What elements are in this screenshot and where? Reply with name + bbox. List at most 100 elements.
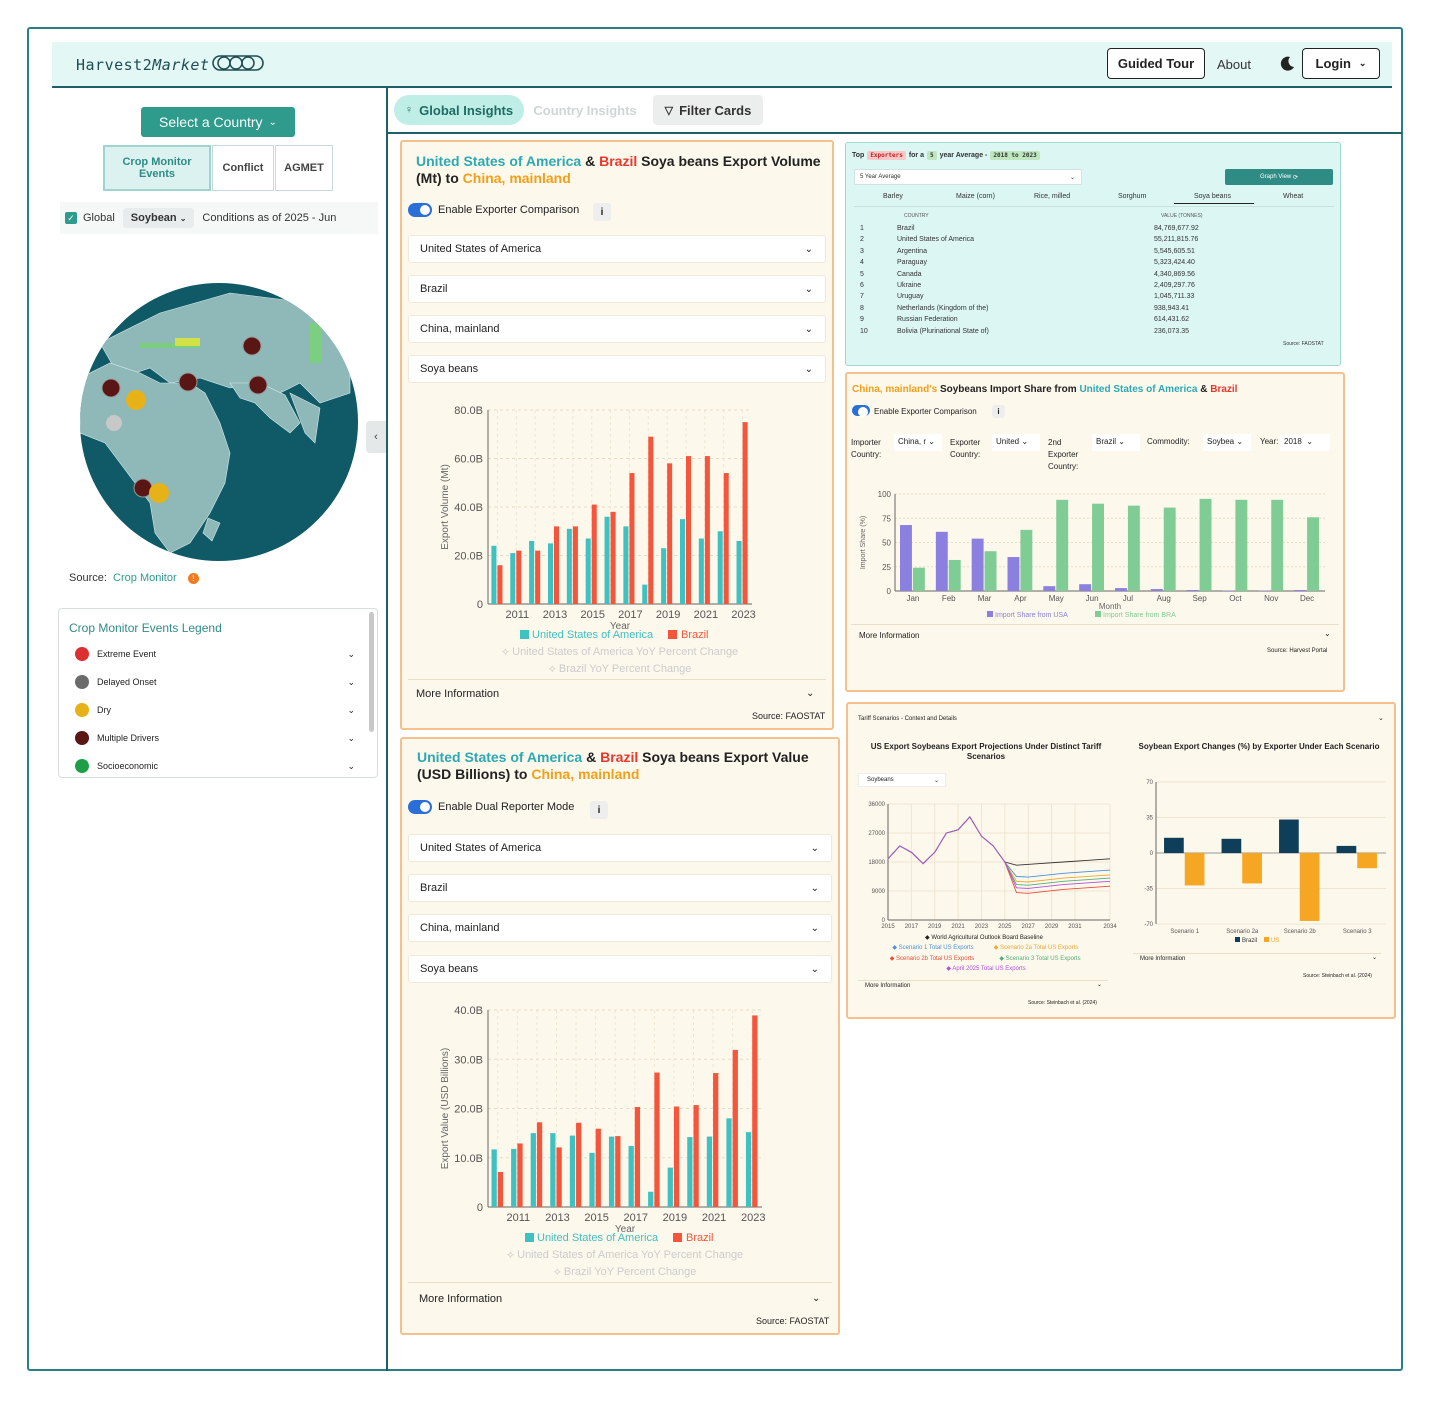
export-changes-chart[interactable]: 70 35 0 -35 -70 Scenario 1 Scenario 2a Scenario… <box>1128 774 1393 952</box>
legend-item-multiple-drivers[interactable]: Multiple Drivers ⌄ <box>75 731 355 745</box>
chevron-down-icon[interactable]: ⌄ <box>1324 629 1331 638</box>
second-exporter-label: 2nd Exporter Country: <box>1048 438 1079 471</box>
dark-mode-moon-icon[interactable] <box>1279 55 1295 71</box>
table-row[interactable]: 7 Uruguay 1,045,711.33 <box>860 293 1320 303</box>
crop-tab-rice[interactable]: Rice, milled <box>1034 193 1071 200</box>
bar <box>752 1015 758 1207</box>
more-information-toggle[interactable]: More Information <box>865 983 911 989</box>
projections-chart[interactable]: 0 9000 18000 27000 36000 2015 2017 2019 2021 2023… <box>848 792 1120 980</box>
about-link[interactable]: About <box>1217 57 1251 72</box>
info-icon[interactable]: i <box>593 203 611 221</box>
legend-item-delayed-onset[interactable]: Delayed Onset ⌄ <box>75 675 355 689</box>
collapse-sidebar-button[interactable]: ‹ <box>366 421 386 453</box>
exporter-comparison-toggle[interactable] <box>408 203 432 217</box>
tabs-divider <box>388 132 1402 134</box>
globe-map[interactable] <box>80 283 358 561</box>
second-exporter-select[interactable]: Brazil ⌄ <box>408 275 826 303</box>
table-row[interactable]: 1 Brazil 84,769,677.92 <box>860 225 1320 235</box>
exporter-select[interactable]: United ⌄ <box>992 434 1040 451</box>
login-button[interactable]: Login ⌄ <box>1302 48 1380 79</box>
exporter-select[interactable]: United States of America ⌄ <box>408 235 826 263</box>
commodity-select[interactable]: Soybeans ⌄ <box>858 773 946 787</box>
years-badge[interactable]: 5 <box>927 151 937 160</box>
global-checkbox[interactable]: ✓ <box>65 212 77 224</box>
legend-label: ◆ World Agricultural Outlook Board Basel… <box>925 935 1044 941</box>
chevron-down-icon[interactable]: ⌄ <box>1372 955 1378 961</box>
info-icon[interactable]: ! <box>187 573 199 584</box>
more-information-toggle[interactable]: More Information <box>419 1293 503 1305</box>
cell-value: 5,323,424.40 <box>1154 259 1195 267</box>
more-information-toggle[interactable]: More Information <box>1140 956 1186 962</box>
crop-monitor-link[interactable]: Crop Monitor <box>113 572 177 584</box>
table-row[interactable]: 2 United States of America 55,211,815.76 <box>860 236 1320 246</box>
app-logo[interactable]: Harvest2Market <box>76 56 210 74</box>
x-tick-label: 2025 <box>998 924 1012 930</box>
average-select[interactable]: 5 Year Average ⌄ <box>854 169 1082 185</box>
table-row[interactable]: 3 Argentina 5,545,605.51 <box>860 248 1320 258</box>
exporters-badge[interactable]: Exporters <box>867 151 906 160</box>
legend-item-dry[interactable]: Dry ⌄ <box>75 703 355 717</box>
importer-select[interactable]: China, mainland ⌄ <box>408 315 826 343</box>
reporter-select[interactable]: United States of America ⌄ <box>408 834 832 862</box>
table-row[interactable]: 4 Paraguay 5,323,424.40 <box>860 259 1320 269</box>
tab-crop-monitor-events[interactable]: Crop Monitor Events <box>103 145 211 191</box>
chevron-down-icon: ⌄ <box>933 778 939 784</box>
bar <box>1221 838 1242 853</box>
chevron-down-icon[interactable]: ⌄ <box>812 1293 821 1304</box>
exporter-comparison-toggle[interactable] <box>852 405 870 417</box>
partner-select[interactable]: China, mainland ⌄ <box>408 914 832 942</box>
guided-tour-button[interactable]: Guided Tour <box>1107 48 1205 79</box>
table-row[interactable]: 8 Netherlands (Kingdom of the) 938,943.41 <box>860 305 1320 315</box>
commodity-select[interactable]: Soybea ⌄ <box>1203 434 1251 451</box>
table-row[interactable]: 6 Ukraine 2,409,297.76 <box>860 282 1320 292</box>
tariff-header[interactable]: Tariff Scenarios - Context and Details <box>858 716 957 722</box>
chevron-down-icon[interactable]: ⌄ <box>1378 715 1384 722</box>
import-share-chart[interactable]: 0 25 50 75 100 Jan Feb Mar Apr May Jun Jul Aug Sep Oct… <box>847 484 1343 624</box>
x-tick-label: 2015 <box>580 609 604 621</box>
crop-tab-wheat[interactable]: Wheat <box>1283 193 1304 200</box>
second-exporter-select[interactable]: Brazil ⌄ <box>1092 434 1140 451</box>
info-icon[interactable]: i <box>992 405 1005 418</box>
crop-tab-soya-beans[interactable]: Soya beans <box>1194 193 1231 200</box>
y-tick-label: 18000 <box>868 860 885 866</box>
more-information-toggle[interactable]: More Information <box>416 688 500 700</box>
legend-scrollbar[interactable] <box>369 612 374 732</box>
column-header-country: COUNTRY <box>904 213 929 219</box>
cell-country: United States of America <box>897 236 975 244</box>
tab-country-insights[interactable]: Country Insights <box>533 102 637 118</box>
graph-view-button[interactable]: Graph View ⟳ <box>1225 169 1333 185</box>
more-information-toggle[interactable]: More Information <box>859 631 920 640</box>
chevron-down-icon[interactable]: ⌄ <box>806 688 815 699</box>
table-row[interactable]: 5 Canada 4,340,869.56 <box>860 271 1320 281</box>
dual-reporter-toggle[interactable] <box>408 800 432 814</box>
tab-global-insights[interactable]: ♀ Global Insights <box>394 95 524 125</box>
crop-tab-maize[interactable]: Maize (corn) <box>956 193 995 200</box>
legend-item-extreme-event[interactable]: Extreme Event ⌄ <box>75 647 355 661</box>
info-icon[interactable]: i <box>590 801 608 819</box>
table-row[interactable]: 10 Bolivia (Plurinational State of) 236,07… <box>860 328 1320 338</box>
y-tick-label: 75 <box>882 514 891 523</box>
importer-select[interactable]: China, r ⌄ <box>894 434 942 451</box>
chevron-down-icon[interactable]: ⌄ <box>1097 982 1103 988</box>
crop-tab-sorghum[interactable]: Sorghum <box>1118 193 1147 200</box>
tab-agmet[interactable]: AGMET <box>275 145 333 191</box>
commodity-select[interactable]: Soya beans ⌄ <box>408 355 826 383</box>
filter-icon: ▽ <box>664 104 674 117</box>
commodity-select[interactable]: Soya beans ⌄ <box>408 955 832 983</box>
select-country-button[interactable]: Select a Country ⌄ <box>141 107 295 137</box>
legend-item-socioeconomic[interactable]: Socioeconomic ⌄ <box>75 759 355 773</box>
export-volume-chart[interactable]: 0 20.0B 40.0B 60.0B 80.0B 2011 2013 2015 2017 201… <box>402 392 832 677</box>
x-tick-label: 2023 <box>975 924 989 930</box>
year-select[interactable]: 2018 ⌄ <box>1280 434 1330 451</box>
export-value-chart[interactable]: 0 10.0B 20.0B 30.0B 40.0B 2011 2013 2015 2017 201… <box>402 991 838 1279</box>
filter-cards-button[interactable]: ▽ Filter Cards <box>653 95 763 125</box>
range-badge[interactable]: 2018 to 2023 <box>990 151 1040 160</box>
tab-conflict[interactable]: Conflict <box>212 145 274 191</box>
x-tick-label: Scenario 2a <box>1226 929 1259 935</box>
crop-select[interactable]: Soybean ⌄ <box>122 208 195 228</box>
select-country-label: Select a Country <box>159 114 263 130</box>
table-row[interactable]: 9 Russian Federation 614,431.62 <box>860 316 1320 326</box>
second-reporter-select[interactable]: Brazil ⌄ <box>408 874 832 902</box>
crop-tab-barley[interactable]: Barley <box>883 193 903 200</box>
legend-dot-icon <box>75 731 89 745</box>
